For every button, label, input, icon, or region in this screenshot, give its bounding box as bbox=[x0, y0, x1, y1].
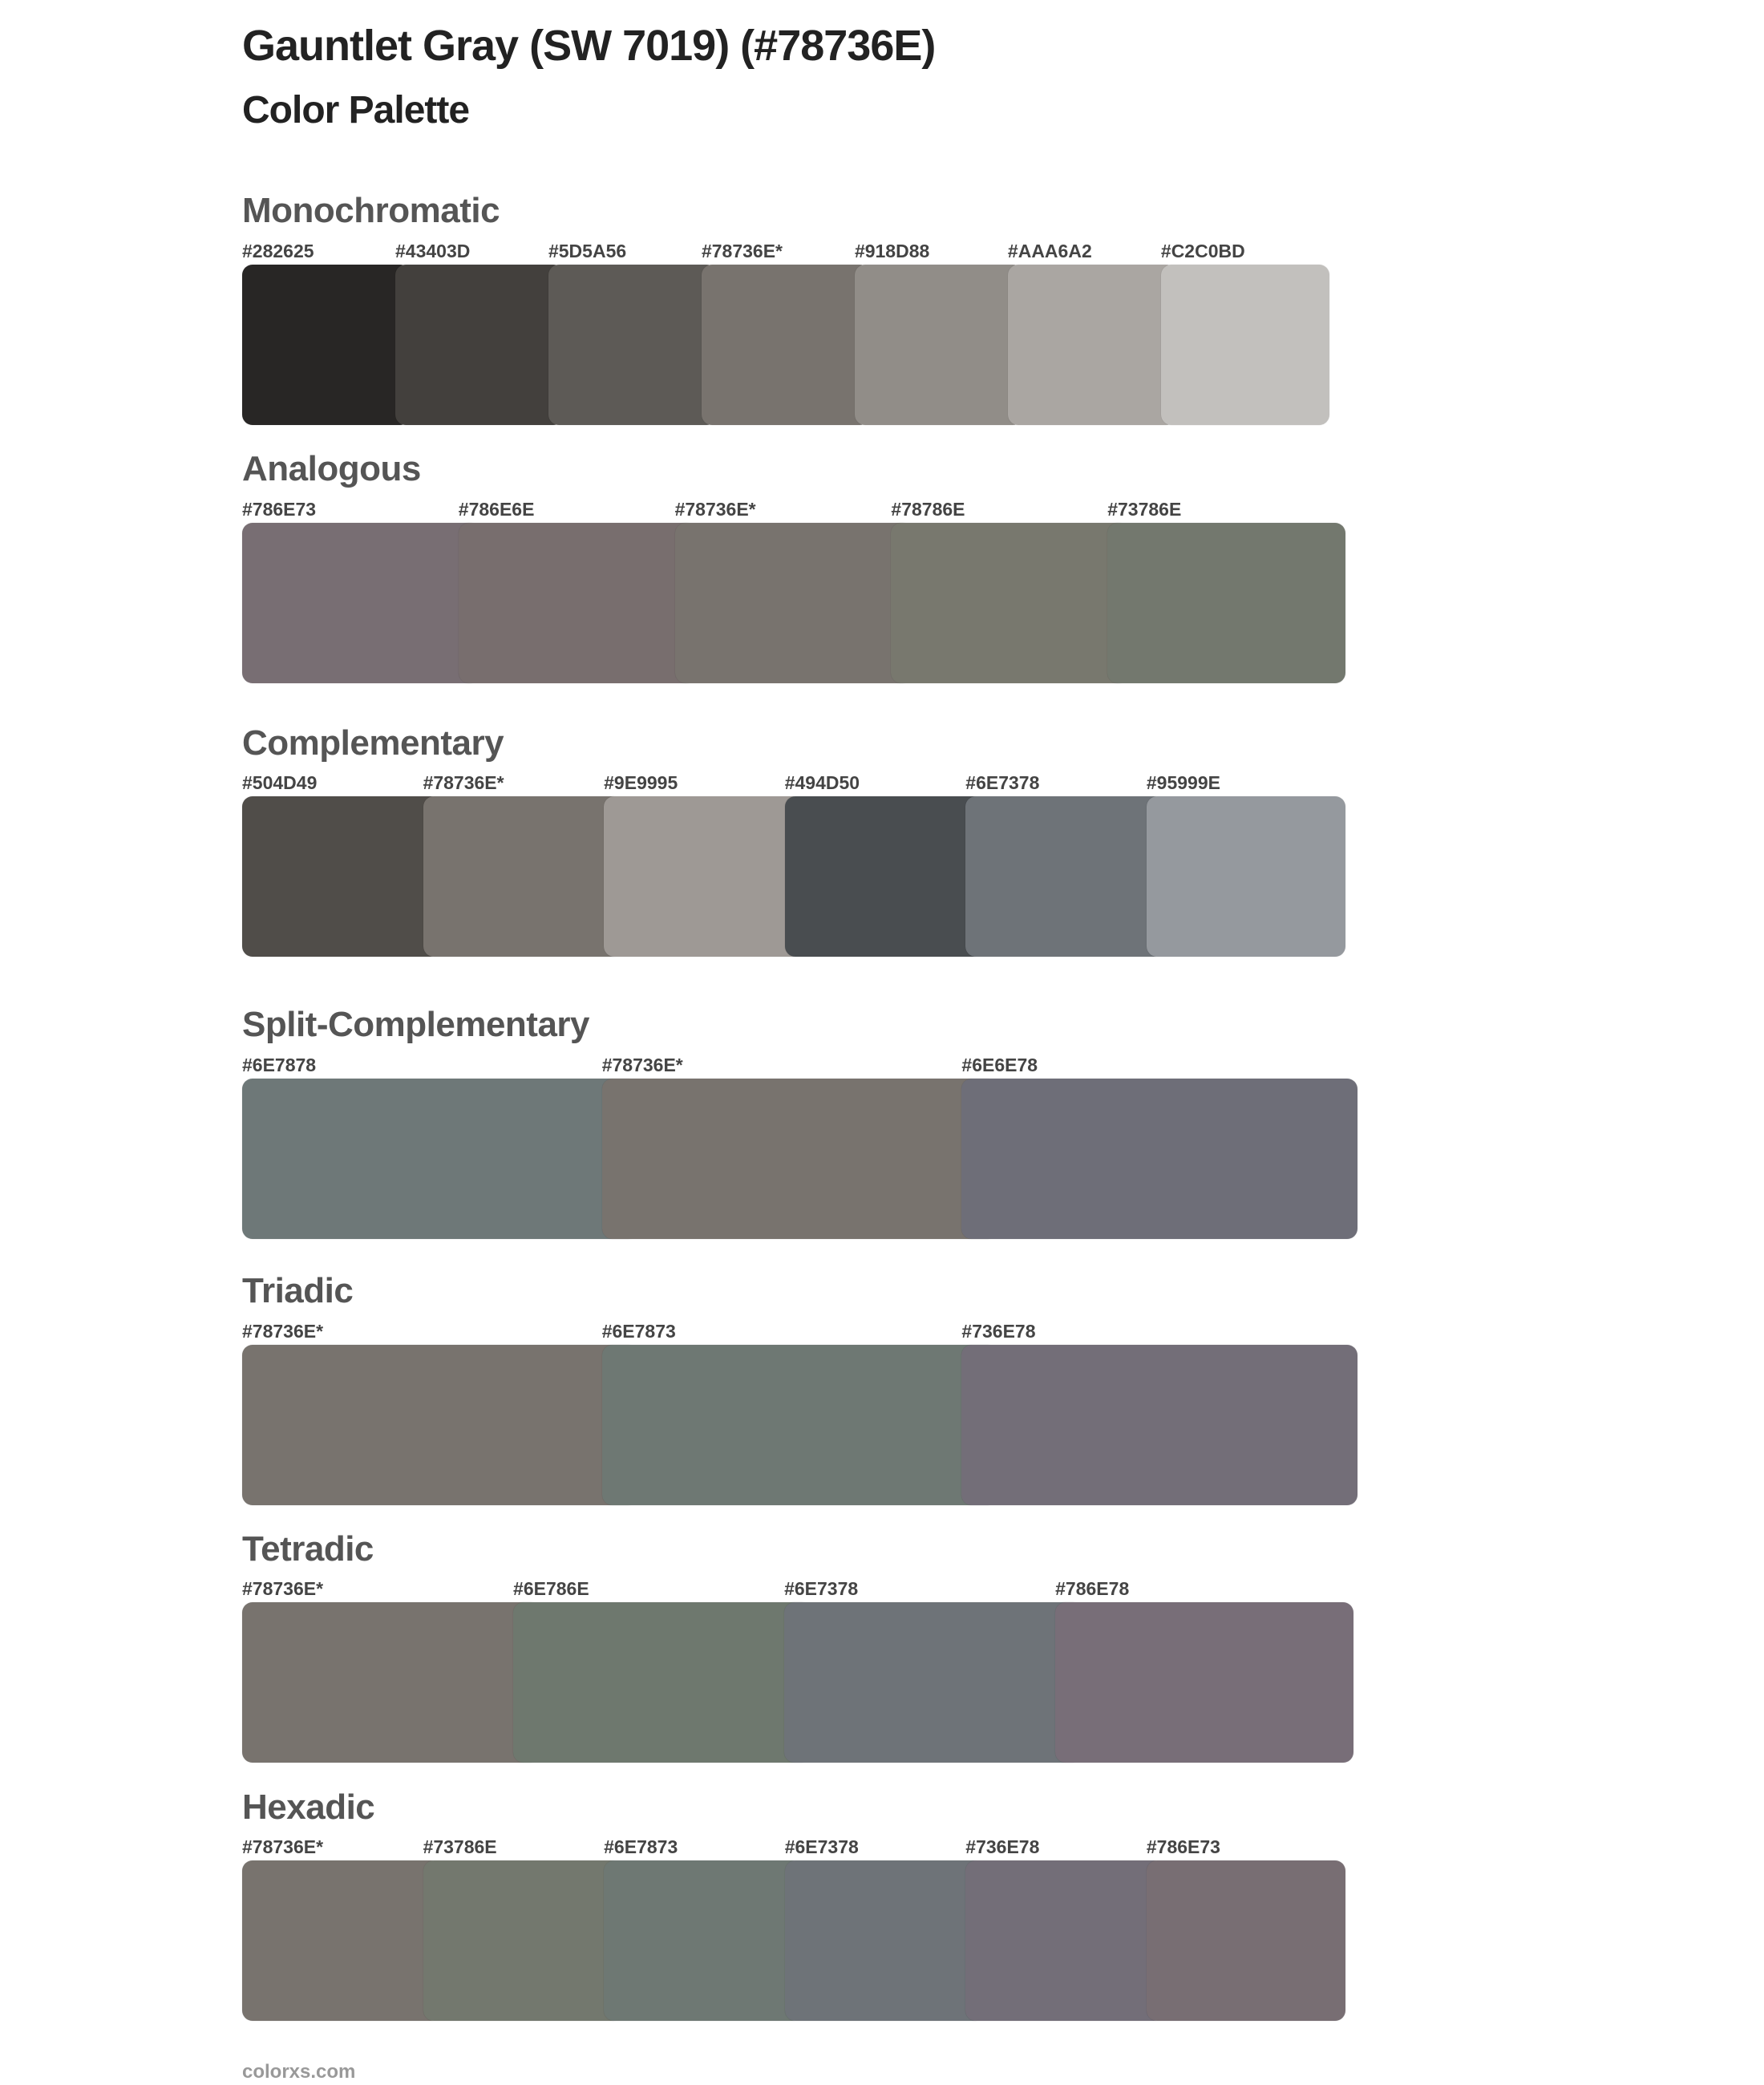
swatch-label: #6E7378 bbox=[784, 1578, 859, 1599]
color-swatch[interactable] bbox=[242, 523, 480, 683]
swatch-label: #5D5A56 bbox=[548, 241, 627, 261]
swatch-label: #6E786E bbox=[513, 1578, 589, 1599]
page-title: Gauntlet Gray (SW 7019) (#78736E) bbox=[242, 22, 936, 70]
swatch-label: #504D49 bbox=[242, 772, 318, 793]
section-title: Split-Complementary bbox=[242, 1005, 590, 1044]
swatch-label: #78736E* bbox=[423, 772, 504, 793]
swatch-label: #786E73 bbox=[1146, 1836, 1220, 1857]
color-swatch[interactable] bbox=[513, 1602, 811, 1763]
swatch-label: #C2C0BD bbox=[1160, 241, 1245, 261]
swatch-label: #43403D bbox=[394, 241, 471, 261]
color-swatch[interactable] bbox=[242, 1860, 442, 2021]
color-swatch[interactable] bbox=[1146, 796, 1345, 957]
color-swatch[interactable] bbox=[394, 265, 564, 425]
section-title: Tetradic bbox=[242, 1529, 374, 1569]
swatch-label: #6E7878 bbox=[242, 1055, 317, 1075]
swatch-label: #736E78 bbox=[961, 1321, 1036, 1342]
color-swatch[interactable] bbox=[601, 1345, 998, 1505]
color-swatch[interactable] bbox=[891, 523, 1130, 683]
color-swatch[interactable] bbox=[423, 796, 622, 957]
color-swatch[interactable] bbox=[458, 523, 697, 683]
color-swatch[interactable] bbox=[854, 265, 1024, 425]
swatch-label: #9E9995 bbox=[604, 772, 678, 793]
color-swatch[interactable] bbox=[965, 1860, 1165, 2021]
swatch-label: #73786E bbox=[423, 1836, 497, 1857]
color-swatch[interactable] bbox=[604, 796, 803, 957]
color-swatch[interactable] bbox=[242, 265, 411, 425]
swatch-label: #6E7873 bbox=[601, 1321, 676, 1342]
swatch-label: #78736E* bbox=[601, 1055, 683, 1075]
swatch-label: #6E7873 bbox=[604, 1836, 678, 1857]
swatch-label: #494D50 bbox=[784, 772, 860, 793]
swatch-label: #78786E bbox=[891, 499, 965, 520]
section-title: Triadic bbox=[242, 1271, 354, 1310]
swatch-label: #78736E* bbox=[674, 499, 756, 520]
color-swatch[interactable] bbox=[961, 1079, 1357, 1239]
footer-site-link[interactable]: colorxs.com bbox=[242, 2061, 356, 2083]
page-subtitle: Color Palette bbox=[242, 89, 470, 132]
color-swatch[interactable] bbox=[242, 1345, 638, 1505]
color-swatch[interactable] bbox=[423, 1860, 622, 2021]
swatch-label: #918D88 bbox=[854, 241, 930, 261]
color-swatch[interactable] bbox=[784, 1860, 984, 2021]
swatch-label: #78736E* bbox=[242, 1836, 324, 1857]
color-swatch[interactable] bbox=[548, 265, 718, 425]
color-swatch[interactable] bbox=[601, 1079, 998, 1239]
color-swatch[interactable] bbox=[701, 265, 871, 425]
swatch-label: #78736E* bbox=[242, 1578, 324, 1599]
swatch-label: #6E7378 bbox=[784, 1836, 859, 1857]
swatch-label: #786E6E bbox=[458, 499, 535, 520]
color-swatch[interactable] bbox=[784, 1602, 1082, 1763]
swatch-label: #736E78 bbox=[965, 1836, 1040, 1857]
swatch-label: #78736E* bbox=[242, 1321, 324, 1342]
swatch-label: #AAA6A2 bbox=[1007, 241, 1092, 261]
swatch-label: #95999E bbox=[1146, 772, 1220, 793]
color-swatch[interactable] bbox=[1146, 1860, 1345, 2021]
color-swatch[interactable] bbox=[961, 1345, 1357, 1505]
section-title: Monochromatic bbox=[242, 191, 500, 230]
swatch-label: #6E6E78 bbox=[961, 1055, 1038, 1075]
swatch-label: #282625 bbox=[242, 241, 314, 261]
color-swatch[interactable] bbox=[674, 523, 913, 683]
color-swatch[interactable] bbox=[242, 796, 442, 957]
section-title: Complementary bbox=[242, 723, 504, 763]
color-swatch[interactable] bbox=[1007, 265, 1176, 425]
color-swatch[interactable] bbox=[1160, 265, 1329, 425]
color-swatch[interactable] bbox=[784, 796, 984, 957]
swatch-label: #6E7378 bbox=[965, 772, 1040, 793]
color-swatch[interactable] bbox=[242, 1079, 638, 1239]
section-title: Analogous bbox=[242, 449, 421, 488]
swatch-label: #78736E* bbox=[701, 241, 783, 261]
section-title: Hexadic bbox=[242, 1787, 375, 1827]
color-swatch[interactable] bbox=[604, 1860, 803, 2021]
swatch-label: #786E73 bbox=[242, 499, 317, 520]
swatch-label: #73786E bbox=[1107, 499, 1182, 520]
swatch-label: #786E78 bbox=[1055, 1578, 1130, 1599]
color-swatch[interactable] bbox=[965, 796, 1165, 957]
color-swatch[interactable] bbox=[242, 1602, 540, 1763]
color-swatch[interactable] bbox=[1107, 523, 1345, 683]
color-swatch[interactable] bbox=[1055, 1602, 1353, 1763]
